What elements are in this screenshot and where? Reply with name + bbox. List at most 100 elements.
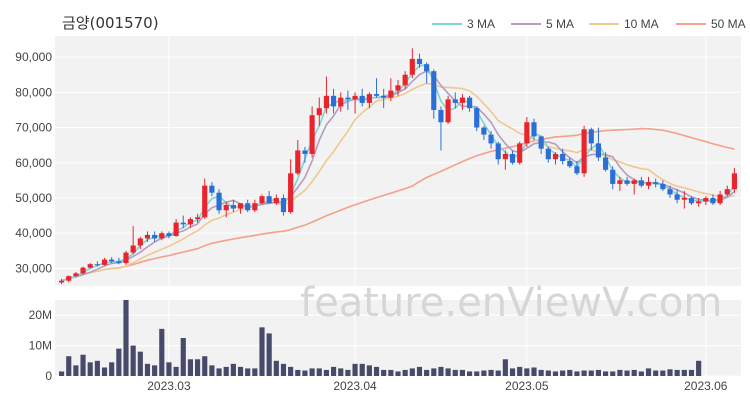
ma-50-line: [61, 127, 735, 282]
volume-bar: [116, 348, 122, 376]
volume-bar: [667, 369, 673, 376]
candle-body: [595, 143, 601, 158]
volume-bar: [366, 365, 372, 376]
candle-body: [123, 252, 129, 264]
candle-body: [173, 222, 179, 236]
candle-body: [331, 95, 337, 107]
volume-bar: [610, 371, 616, 376]
volume-bar: [230, 363, 236, 376]
candle-body: [144, 234, 151, 239]
volume-bar: [266, 333, 272, 376]
axes: 30,000 40,000 50,000 60,000 70,000 80,000 90,0…: [15, 50, 728, 393]
volume-bar: [338, 368, 344, 376]
candle-body: [731, 173, 737, 190]
volume-bar: [509, 368, 516, 376]
candle-body: [352, 95, 358, 100]
volume-bar: [316, 368, 322, 376]
volume-bar: [59, 371, 65, 376]
volume-bar: [424, 369, 430, 376]
volume-bar: [373, 366, 380, 376]
watermark: feature.enViewV.com: [300, 280, 722, 326]
volume-bar: [660, 370, 666, 376]
candle-body: [373, 94, 380, 96]
volume-bar: [524, 368, 530, 376]
candle-body: [223, 205, 229, 211]
volume-bar: [130, 345, 136, 376]
candle-body: [545, 148, 551, 160]
volume-bar: [309, 368, 315, 376]
volume-bar: [280, 363, 287, 376]
candle-body: [309, 115, 315, 154]
chart-title: 금양(001570): [62, 14, 159, 32]
price-tick-label: 70,000: [15, 121, 52, 135]
candle-body: [259, 196, 265, 204]
volume-bar: [209, 365, 215, 376]
candle-body: [467, 97, 473, 109]
price-panel: [55, 36, 741, 286]
volume-bar: [159, 328, 165, 376]
candle-body: [588, 129, 594, 144]
candle-body: [688, 197, 695, 204]
candle-body: [66, 276, 72, 281]
candle-body: [703, 197, 709, 202]
date-tick-label: 2023.06: [684, 379, 728, 393]
candle-body: [581, 129, 587, 174]
volume-bar: [273, 360, 279, 376]
volume-bar: [674, 369, 680, 376]
volume-bar: [617, 369, 623, 376]
candle-body: [80, 267, 86, 274]
volume-bar: [137, 351, 143, 376]
volume-bar: [402, 369, 408, 376]
legend-label: 50 MA: [711, 17, 746, 31]
candles: [59, 48, 737, 285]
volume-bar: [109, 362, 115, 376]
candle-body: [130, 245, 136, 253]
candle-body: [381, 95, 387, 98]
candle-body: [495, 143, 501, 160]
candle-body: [409, 58, 415, 75]
candle-body: [280, 197, 287, 213]
candle-body: [187, 219, 193, 225]
volume-bar: [452, 369, 458, 376]
price-tick-label: 50,000: [15, 191, 52, 205]
candle-body: [266, 196, 272, 204]
candle-body: [366, 94, 372, 103]
volume-bar: [302, 370, 308, 376]
price-tick-label: 40,000: [15, 226, 52, 240]
volume-bar: [481, 370, 487, 376]
candle-body: [560, 153, 566, 161]
candle-body: [617, 180, 623, 184]
volume-bar: [645, 368, 652, 376]
volume-bar: [331, 366, 337, 376]
volume-tick-label: 10M: [29, 339, 52, 353]
volume-bar: [152, 365, 158, 376]
candle-body: [474, 108, 480, 128]
volume-bar: [345, 369, 351, 376]
candle-body: [431, 71, 437, 110]
volume-bar: [581, 370, 587, 376]
candle-body: [402, 74, 408, 86]
candle-body: [517, 143, 523, 163]
candle-body: [452, 99, 458, 103]
volume-bar: [495, 370, 501, 376]
candle-body: [724, 189, 730, 195]
volume-bar: [245, 368, 251, 376]
candle-body: [116, 261, 122, 264]
volume-bar: [531, 367, 537, 376]
volume-tick-label: 0: [45, 369, 52, 383]
volume-bar: [73, 365, 79, 376]
volume-bar: [631, 369, 637, 376]
volume-bar: [166, 362, 172, 376]
volume-tick-label: 20M: [29, 308, 52, 322]
candle-body: [710, 197, 716, 204]
date-tick-label: 2023.03: [147, 379, 191, 393]
candle-body: [101, 259, 108, 265]
volume-bar: [474, 371, 480, 376]
volume-bar: [123, 300, 129, 376]
candle-body: [230, 205, 236, 209]
volume-bar: [359, 363, 365, 376]
volume-bar: [195, 359, 201, 376]
volume-bar: [502, 359, 508, 376]
candle-body: [252, 203, 258, 211]
candle-body: [653, 182, 659, 184]
